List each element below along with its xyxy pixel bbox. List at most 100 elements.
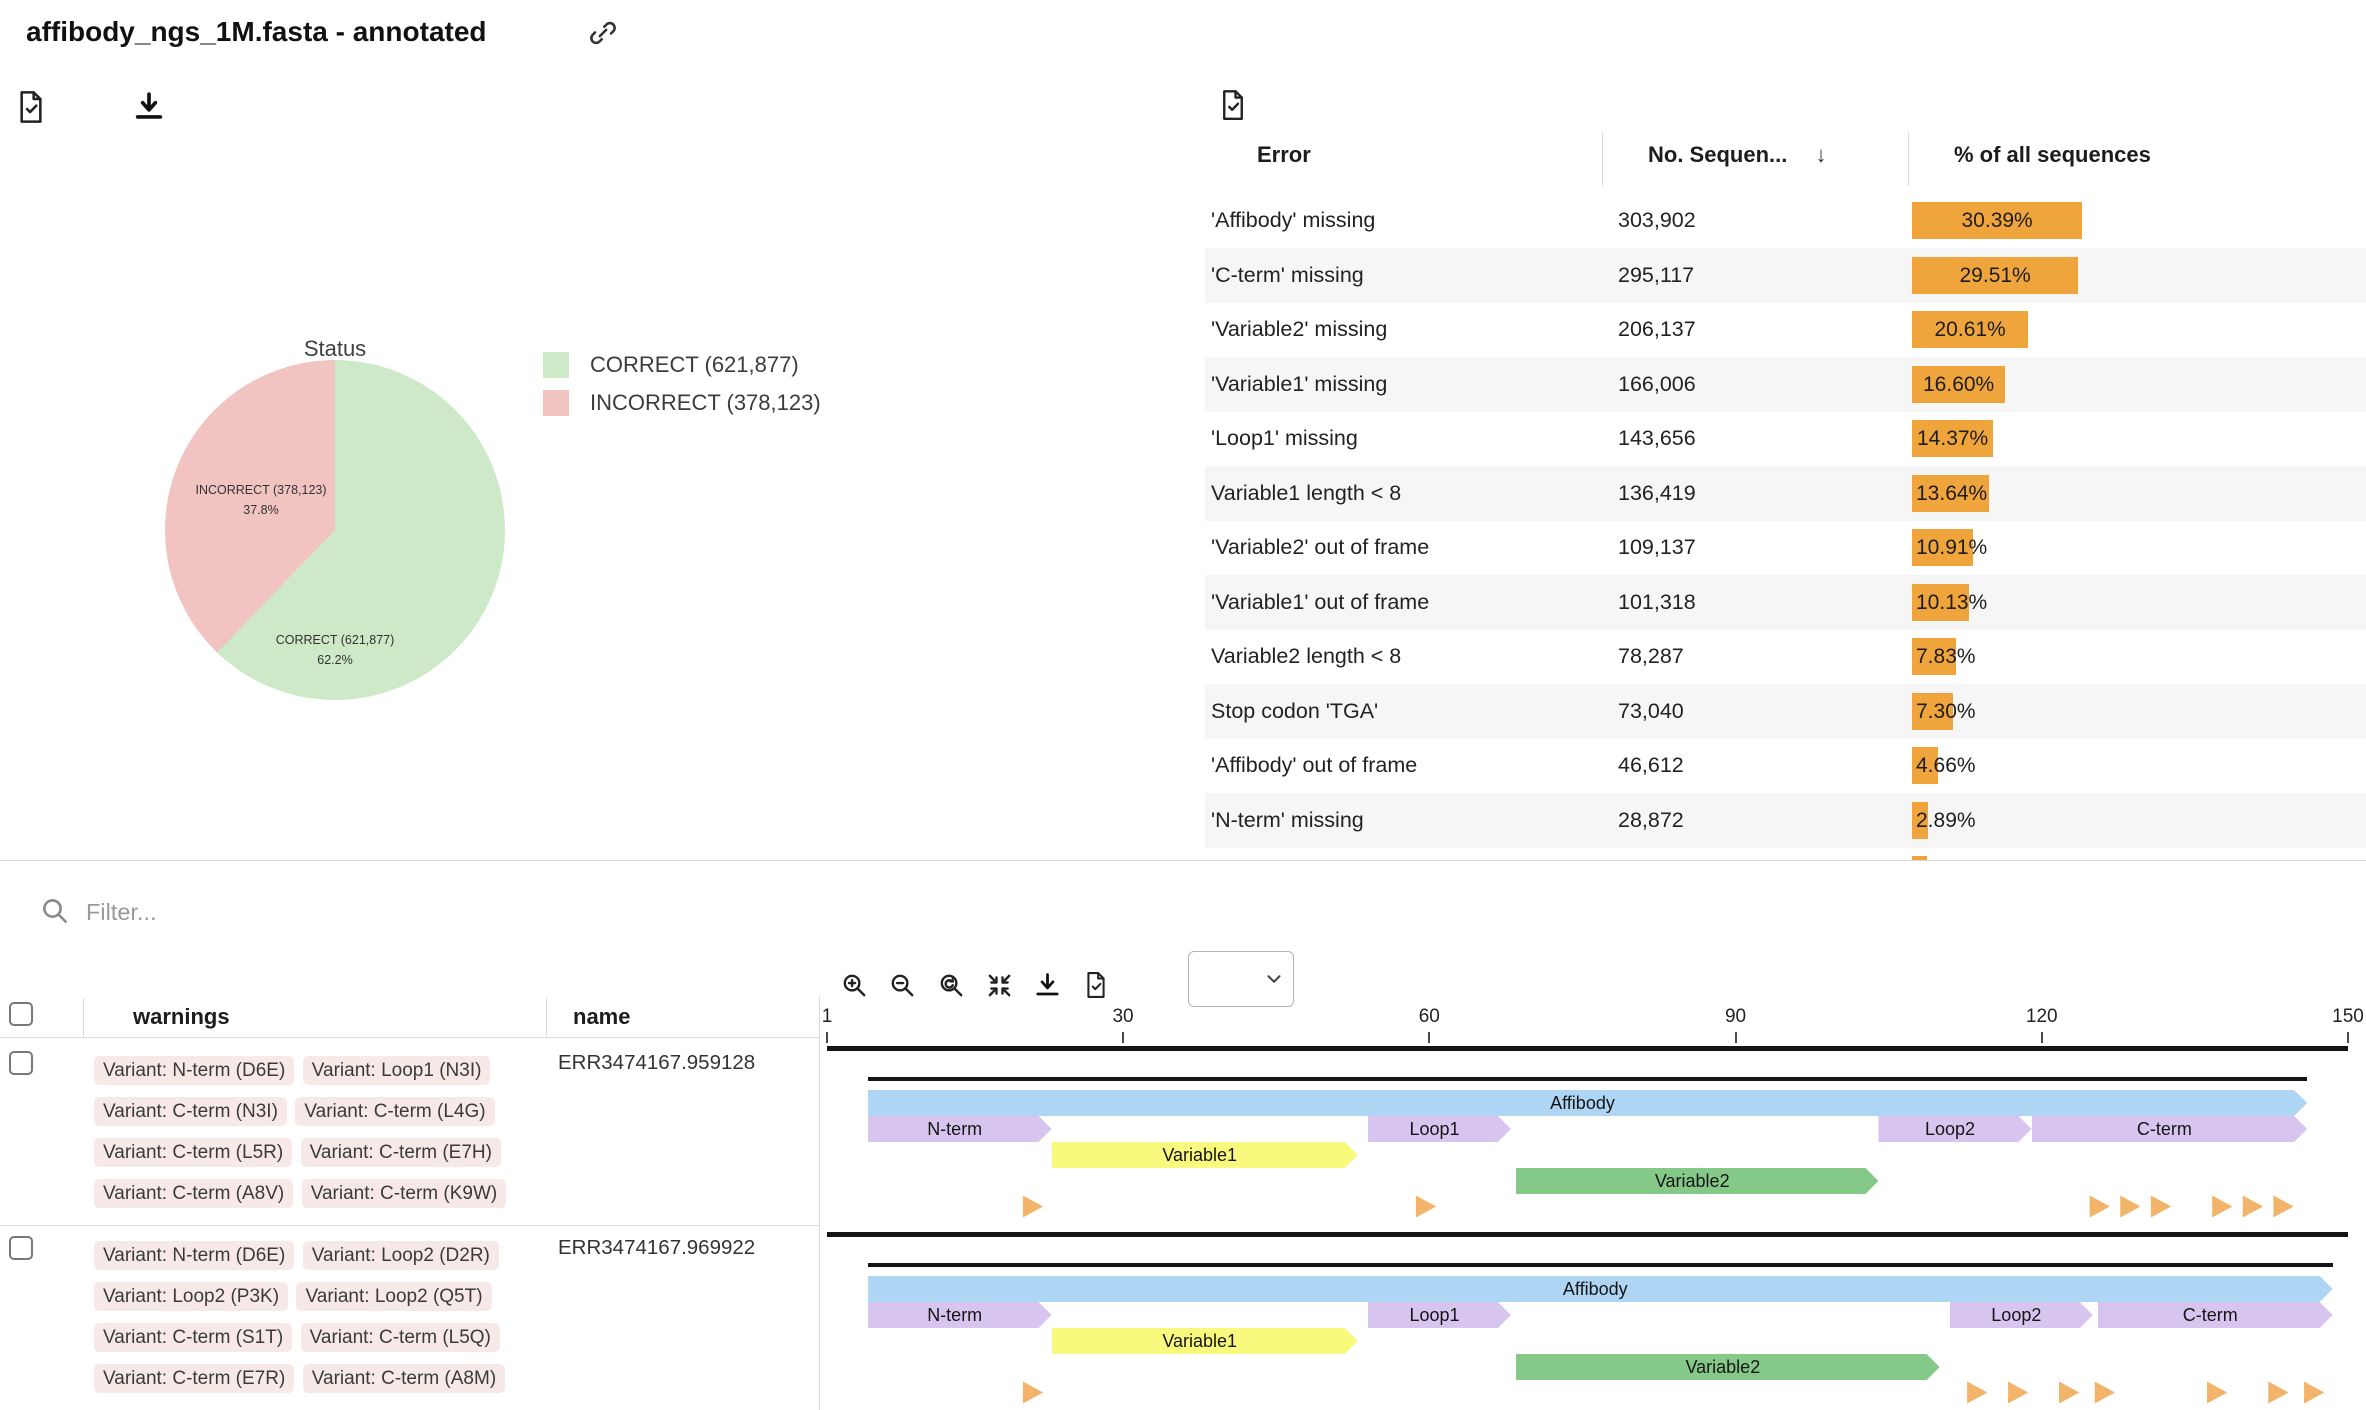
error-bar-cell: 4.66% (1912, 747, 2366, 784)
error-bar-cell: 20.61% (1912, 311, 2366, 348)
error-bar-cell: 2.89% (1912, 801, 2366, 839)
variant-marker-icon[interactable] (2268, 1381, 2289, 1404)
error-table-row-partial (1205, 847, 2366, 860)
feature-affibody[interactable]: Affibody (868, 1276, 2333, 1302)
ruler-label: 1 (821, 1006, 833, 1027)
feature-region[interactable]: Loop2 (1878, 1116, 2031, 1142)
error-count: 206,137 (1618, 317, 1696, 341)
variant-marker-icon[interactable] (1022, 1195, 1044, 1218)
warning-tag: Variant: Loop1 (N3I) (302, 1056, 491, 1085)
feature-region[interactable]: Loop1 (1368, 1116, 1511, 1142)
variant-marker-icon[interactable] (2120, 1195, 2141, 1218)
column-header-name[interactable]: name (573, 1004, 631, 1029)
sequence-name: ERR3474167.969922 (558, 1236, 756, 1259)
feature-label: Affibody (1562, 1278, 1628, 1299)
error-bar-cell: 7.30% (1912, 692, 2366, 730)
error-table-row[interactable]: Stop codon 'TGA' 73,040 7.30% (1205, 683, 2366, 739)
variant-marker-icon[interactable] (2059, 1381, 2080, 1404)
download-icon (135, 92, 163, 119)
row-checkbox[interactable] (9, 1051, 33, 1075)
row-checkbox[interactable] (9, 1236, 33, 1260)
search-icon (40, 896, 70, 926)
error-bar-cell: 14.37% (1912, 420, 2366, 457)
feature-region[interactable]: Loop1 (1368, 1302, 1511, 1328)
variant-marker-icon[interactable] (2207, 1381, 2228, 1404)
sequence-line (827, 1232, 2348, 1237)
copy-link-button[interactable] (584, 14, 622, 52)
fit-view-button[interactable] (980, 966, 1018, 1004)
column-divider (546, 998, 547, 1037)
error-count: 143,656 (1618, 426, 1696, 450)
variant-marker-icon[interactable] (2304, 1381, 2325, 1404)
feature-variable2[interactable]: Variable2 (1516, 1168, 1878, 1194)
error-bar (1912, 692, 1953, 730)
error-table-row[interactable]: 'C-term' missing 295,117 29.51% (1205, 247, 2366, 303)
column-header-warnings[interactable]: warnings (133, 1004, 230, 1029)
table-row[interactable]: Variant: N-term (D6E) Variant: Loop1 (N3… (0, 1041, 819, 1225)
error-report-button[interactable] (1214, 86, 1252, 124)
feature-variable1[interactable]: Variable1 (1052, 1142, 1358, 1168)
report-icon (1223, 90, 1243, 120)
variant-marker-icon[interactable] (1022, 1381, 1044, 1404)
annotation-line (867, 1077, 2308, 1081)
error-table-row[interactable]: 'Variable1' out of frame 101,318 10.13% (1205, 574, 2366, 630)
error-table-row[interactable]: 'N-term' missing 28,872 2.89% (1205, 792, 2366, 848)
warning-tag: Variant: C-term (E7H) (300, 1138, 501, 1167)
viewer-select[interactable] (1188, 951, 1294, 1007)
variant-marker-icon[interactable] (2273, 1195, 2294, 1218)
error-table-row[interactable]: Variable2 length < 8 78,287 7.83% (1205, 629, 2366, 684)
table-row[interactable]: Variant: N-term (D6E) Variant: Loop2 (D2… (0, 1225, 819, 1410)
error-count: 295,117 (1618, 262, 1695, 287)
zoom-in-button[interactable] (835, 966, 873, 1004)
warning-tag: Variant: C-term (K9W) (301, 1179, 507, 1208)
variant-marker-icon[interactable] (2212, 1195, 2233, 1218)
variant-marker-icon[interactable] (2242, 1195, 2264, 1218)
feature-region[interactable]: N-term (868, 1116, 1052, 1142)
feature-affibody[interactable]: Affibody (868, 1090, 2307, 1116)
feature-label: Loop2 (1924, 1118, 1975, 1139)
report-button[interactable] (12, 88, 50, 126)
error-pct-label: 2.89% (1916, 808, 1976, 832)
zoom-reset-button[interactable] (932, 966, 970, 1004)
filter-input[interactable] (84, 887, 728, 937)
column-header-pct[interactable]: % of all sequences (1954, 142, 2151, 167)
feature-region[interactable]: C-term (2098, 1302, 2333, 1328)
variant-marker-icon[interactable] (2007, 1381, 2029, 1404)
viewer-download-button[interactable] (1028, 966, 1066, 1004)
zoom-out-button[interactable] (883, 966, 921, 1004)
column-header-count[interactable]: No. Sequen... ↓ (1648, 142, 1827, 167)
variant-marker-icon[interactable] (1415, 1195, 1437, 1218)
viewer-report-button[interactable] (1077, 966, 1115, 1004)
feature-region[interactable]: Loop2 (1950, 1302, 2093, 1328)
error-table-row[interactable]: 'Affibody' missing 303,902 30.39% (1205, 193, 2366, 248)
download-button[interactable] (130, 88, 168, 126)
error-count: 101,318 (1618, 589, 1696, 614)
feature-variable2[interactable]: Variable2 (1516, 1354, 1940, 1380)
feature-variable1[interactable]: Variable1 (1052, 1328, 1358, 1354)
warning-tag: Variant: C-term (L4G) (295, 1097, 495, 1126)
warnings-cell: Variant: N-term (D6E) Variant: Loop1 (N3… (94, 1051, 546, 1215)
column-header-error[interactable]: Error (1257, 142, 1311, 167)
header-divider (1602, 132, 1603, 186)
error-pct-label: 7.30% (1916, 699, 1976, 723)
sort-desc-icon[interactable]: ↓ (1815, 142, 1827, 167)
error-table-row[interactable]: 'Loop1' missing 143,656 14.37% (1205, 411, 2366, 466)
error-table-row[interactable]: 'Variable2' out of frame 109,137 10.91% (1205, 520, 2366, 575)
report-icon (20, 91, 42, 123)
variant-marker-icon[interactable] (2089, 1195, 2110, 1218)
ruler-tick (1734, 1032, 1737, 1043)
error-table-row[interactable]: 'Variable2' missing 206,137 20.61% (1205, 302, 2366, 357)
variant-marker-icon[interactable] (2150, 1195, 2172, 1218)
select-all-checkbox[interactable] (9, 1002, 33, 1026)
feature-region[interactable]: N-term (868, 1302, 1052, 1328)
status-pie[interactable] (165, 360, 505, 700)
error-table-row[interactable]: 'Variable1' missing 166,006 16.60% (1205, 356, 2366, 412)
feature-region[interactable]: C-term (2032, 1116, 2308, 1142)
error-table-row[interactable]: Variable1 length < 8 136,419 13.64% (1205, 465, 2366, 521)
error-table-row[interactable]: 'Affibody' out of frame 46,612 4.66% (1205, 738, 2366, 793)
variant-marker-icon[interactable] (2094, 1381, 2115, 1404)
error-pct-label: 20.61% (1934, 318, 2006, 341)
variant-marker-icon[interactable] (1967, 1381, 1988, 1404)
error-pct-label: 10.13% (1916, 590, 1988, 614)
